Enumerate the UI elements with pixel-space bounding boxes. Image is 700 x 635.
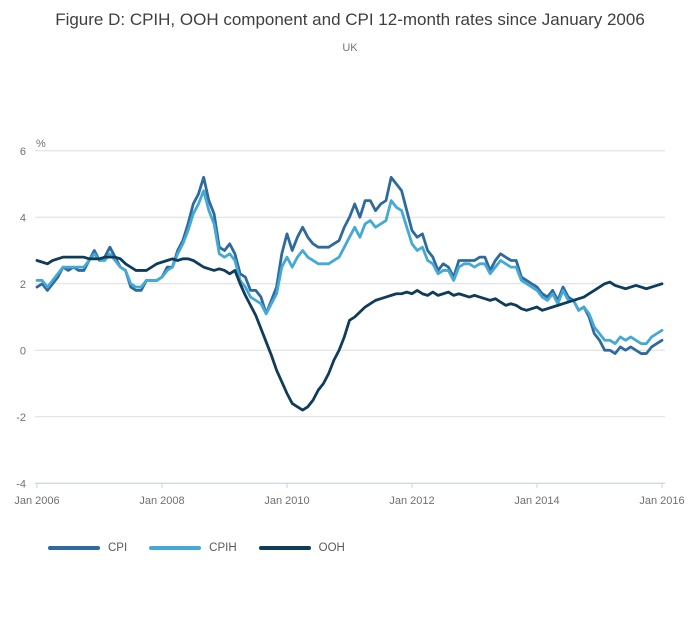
- x-tick-label: Jan 2010: [264, 495, 309, 507]
- x-tick-label: Jan 2006: [14, 495, 59, 507]
- legend-item-cpi: CPI: [48, 542, 127, 554]
- legend-swatch-ooh: [258, 546, 311, 550]
- legend-item-cpih: CPIH: [149, 542, 237, 554]
- legend-label-ooh: OOH: [318, 542, 345, 554]
- y-tick-label: 4: [20, 212, 26, 224]
- legend-swatch-cpi: [48, 546, 100, 550]
- y-tick-label: 2: [20, 279, 26, 291]
- y-tick-label: -4: [16, 478, 26, 490]
- legend-label-cpih: CPIH: [209, 542, 237, 554]
- series-line-cpi: [35, 175, 664, 355]
- legend-item-ooh: OOH: [258, 542, 345, 554]
- y-tick-label: 6: [20, 146, 26, 158]
- x-tick-label: Jan 2012: [389, 495, 434, 507]
- series-line-cpih: [35, 189, 664, 345]
- legend-label-cpi: CPI: [108, 542, 128, 554]
- x-tick-label: Jan 2014: [514, 495, 559, 507]
- legend: CPI CPIH OOH: [48, 542, 345, 554]
- y-axis-unit-label: %: [36, 138, 46, 150]
- chart-subtitle: UK: [342, 42, 358, 55]
- x-tick-label: Jan 2008: [139, 495, 184, 507]
- series-line-ooh: [35, 255, 664, 412]
- chart-title: Figure D: CPIH, OOH component and CPI 12…: [55, 10, 645, 29]
- y-tick-label: -2: [16, 412, 26, 424]
- y-tick-label: 0: [20, 345, 26, 357]
- x-tick-label: Jan 2016: [639, 495, 684, 507]
- legend-swatch-cpih: [149, 546, 202, 550]
